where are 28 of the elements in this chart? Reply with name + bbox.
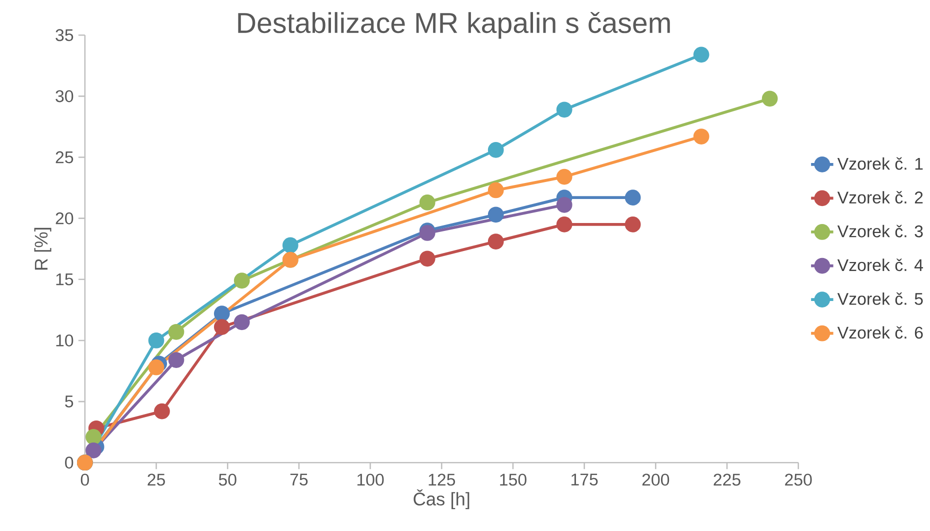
y-tick-label: 30: [56, 90, 74, 102]
y-tick-label: 20: [56, 212, 74, 224]
x-tick-label: 250: [785, 474, 812, 486]
x-tick-label: 100: [357, 474, 384, 486]
x-tick-label: 75: [290, 474, 308, 486]
legend-label: Vzorek č. 4: [837, 258, 923, 272]
chart-title: Destabilizace MR kapalin s časem: [238, 12, 670, 39]
x-axis-title: Čas [h]: [414, 489, 470, 510]
y-tick-label: 0: [65, 456, 74, 469]
legend-label: Vzorek č. 5: [837, 292, 923, 305]
y-tick-label: 5: [65, 396, 74, 408]
y-axis-title: R [%]: [34, 228, 52, 270]
x-tick-label: 25: [148, 474, 165, 486]
y-tick-label: 10: [56, 334, 74, 346]
legend-label: Vzorek č. 2: [837, 191, 923, 204]
legend-label: Vzorek č. 3: [837, 224, 923, 238]
y-tick-label: 25: [56, 151, 74, 164]
y-tick-label: 15: [56, 274, 74, 286]
x-tick-label: 0: [80, 474, 89, 486]
x-tick-label: 200: [642, 474, 670, 486]
x-tick-label: 225: [714, 474, 740, 486]
x-tick-label: 150: [500, 474, 526, 486]
x-tick-label: 125: [428, 474, 456, 486]
legend-label: Vzorek č. 6: [837, 326, 923, 339]
x-tick-label: 50: [218, 474, 236, 486]
x-tick-label: 175: [571, 474, 598, 486]
y-tick-label: 35: [56, 29, 74, 42]
legend-label: Vzorek č. 1: [837, 157, 923, 170]
